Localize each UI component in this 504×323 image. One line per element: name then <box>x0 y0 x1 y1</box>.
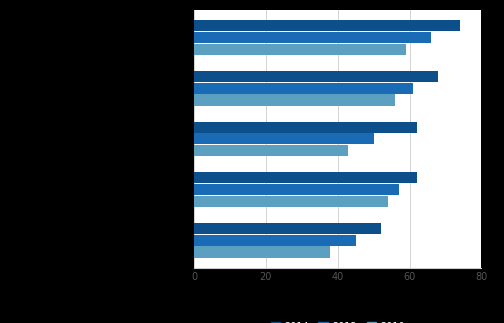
Bar <box>194 145 348 156</box>
Bar <box>194 172 417 183</box>
Bar <box>194 122 417 133</box>
Bar <box>194 32 431 43</box>
Bar <box>194 71 438 82</box>
Bar <box>194 223 381 234</box>
Bar <box>194 44 406 55</box>
Bar <box>194 83 413 94</box>
Bar <box>194 133 373 144</box>
Bar <box>194 94 395 106</box>
Bar <box>194 184 399 195</box>
Bar <box>194 234 356 246</box>
Bar <box>194 196 388 207</box>
Bar <box>194 20 460 31</box>
Legend: 2014, 2012, 2010: 2014, 2012, 2010 <box>267 318 409 323</box>
Bar <box>194 246 331 257</box>
